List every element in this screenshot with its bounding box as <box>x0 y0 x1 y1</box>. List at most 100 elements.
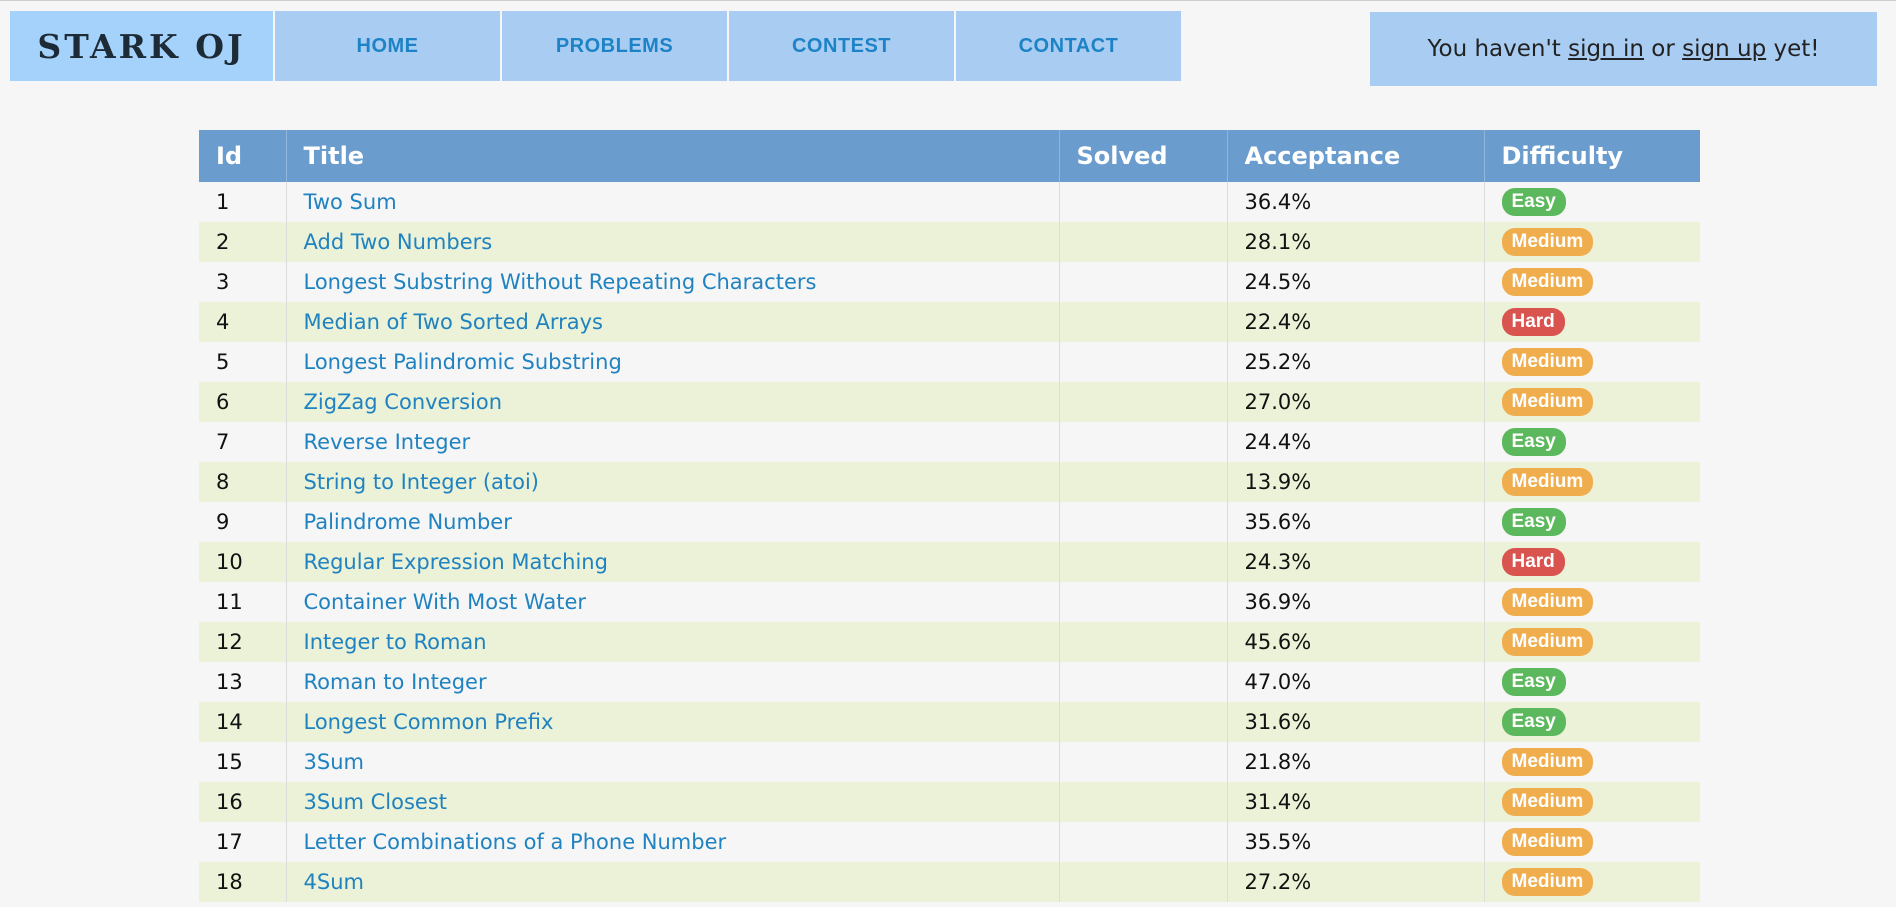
problem-title-link[interactable]: Container With Most Water <box>303 590 587 614</box>
table-row[interactable]: 7 Reverse Integer 24.4% Easy <box>199 422 1700 462</box>
problem-title-link[interactable]: ZigZag Conversion <box>303 390 503 414</box>
problem-id: 11 <box>199 582 286 622</box>
table-row[interactable]: 12 Integer to Roman 45.6% Medium <box>199 622 1700 662</box>
header-title[interactable]: Title <box>285 130 1059 182</box>
problem-title-cell: Add Two Numbers <box>285 222 1059 262</box>
problem-title-link[interactable]: Palindrome Number <box>303 510 512 534</box>
table-row[interactable]: 5 Longest Palindromic Substring 25.2% Mediu… <box>199 342 1700 382</box>
problem-title-cell: Regular Expression Matching <box>285 542 1059 582</box>
site-logo[interactable]: STARK OJ <box>10 11 273 81</box>
problem-solved <box>1058 582 1227 622</box>
table-row[interactable]: 15 3Sum 21.8% Medium <box>199 742 1700 782</box>
problem-title-cell: 4Sum <box>285 862 1059 902</box>
problem-id: 6 <box>199 382 286 422</box>
problem-title-link[interactable]: Median of Two Sorted Arrays <box>303 310 604 334</box>
table-row[interactable]: 18 4Sum 27.2% Medium <box>199 862 1700 902</box>
problem-acceptance: 35.5% <box>1226 822 1484 862</box>
problem-title-link[interactable]: String to Integer (atoi) <box>303 470 540 494</box>
table-row[interactable]: 17 Letter Combinations of a Phone Number 3… <box>199 822 1700 862</box>
problem-title-link[interactable]: Longest Substring Without Repeating Char… <box>303 270 817 294</box>
problem-title-link[interactable]: Reverse Integer <box>303 430 471 454</box>
problem-title-link[interactable]: Integer to Roman <box>303 630 487 654</box>
user-status-box: You haven't sign in or sign up yet! <box>1370 12 1877 86</box>
difficulty-badge: Medium <box>1501 348 1594 376</box>
problem-title-link[interactable]: 3Sum <box>303 750 364 774</box>
difficulty-badge: Medium <box>1501 588 1594 616</box>
user-status-middle: or <box>1643 36 1683 62</box>
problem-acceptance: 36.9% <box>1226 582 1484 622</box>
problem-difficulty-cell: Medium <box>1483 462 1700 502</box>
nav-home[interactable]: HOME <box>275 11 500 81</box>
problem-solved <box>1058 662 1227 702</box>
problem-acceptance: 31.6% <box>1226 702 1484 742</box>
problem-id: 17 <box>199 822 286 862</box>
problem-id: 7 <box>199 422 286 462</box>
problem-acceptance: 35.6% <box>1226 502 1484 542</box>
table-row[interactable]: 13 Roman to Integer 47.0% Easy <box>199 662 1700 702</box>
problem-acceptance: 25.2% <box>1226 342 1484 382</box>
problem-id: 12 <box>199 622 286 662</box>
difficulty-badge: Medium <box>1501 468 1594 496</box>
problem-title-link[interactable]: Longest Palindromic Substring <box>303 350 622 374</box>
table-row[interactable]: 9 Palindrome Number 35.6% Easy <box>199 502 1700 542</box>
header-id[interactable]: Id <box>199 130 286 182</box>
difficulty-badge: Medium <box>1501 828 1594 856</box>
nav-contest[interactable]: CONTEST <box>729 11 954 81</box>
table-row[interactable]: 16 3Sum Closest 31.4% Medium <box>199 782 1700 822</box>
table-row[interactable]: 1 Two Sum 36.4% Easy <box>199 182 1700 222</box>
problem-title-cell: String to Integer (atoi) <box>285 462 1059 502</box>
difficulty-badge: Easy <box>1501 668 1566 696</box>
table-row[interactable]: 8 String to Integer (atoi) 13.9% Medium <box>199 462 1700 502</box>
problem-solved <box>1058 462 1227 502</box>
table-row[interactable]: 2 Add Two Numbers 28.1% Medium <box>199 222 1700 262</box>
sign-up-link[interactable]: sign up <box>1682 36 1767 62</box>
problem-id: 3 <box>199 262 286 302</box>
table-row[interactable]: 6 ZigZag Conversion 27.0% Medium <box>199 382 1700 422</box>
problems-table-body: 1 Two Sum 36.4% Easy 2 Add Two Numbers 28.1% Me… <box>199 182 1700 902</box>
problem-solved <box>1058 742 1227 782</box>
problem-solved <box>1058 382 1227 422</box>
header-difficulty[interactable]: Difficulty <box>1483 130 1700 182</box>
problem-title-cell: 3Sum <box>285 742 1059 782</box>
problem-solved <box>1058 262 1227 302</box>
problem-title-link[interactable]: Regular Expression Matching <box>303 550 608 574</box>
header-acceptance[interactable]: Acceptance <box>1226 130 1484 182</box>
problem-id: 8 <box>199 462 286 502</box>
nav-contact[interactable]: CONTACT <box>956 11 1181 81</box>
problem-title-cell: ZigZag Conversion <box>285 382 1059 422</box>
problem-solved <box>1058 222 1227 262</box>
table-row[interactable]: 4 Median of Two Sorted Arrays 22.4% Hard <box>199 302 1700 342</box>
problem-title-link[interactable]: Add Two Numbers <box>303 230 493 254</box>
problem-id: 5 <box>199 342 286 382</box>
sign-in-link[interactable]: sign in <box>1568 36 1644 62</box>
problem-solved <box>1058 702 1227 742</box>
header-solved[interactable]: Solved <box>1058 130 1227 182</box>
user-status-text: You haven't sign in or sign up yet! <box>1428 36 1820 62</box>
problem-title-link[interactable]: Two Sum <box>303 190 397 214</box>
problem-acceptance: 45.6% <box>1226 622 1484 662</box>
nav-problems[interactable]: PROBLEMS <box>502 11 727 81</box>
problem-title-cell: 3Sum Closest <box>285 782 1059 822</box>
problem-title-link[interactable]: 3Sum Closest <box>303 790 448 814</box>
difficulty-badge: Medium <box>1501 628 1594 656</box>
problem-acceptance: 13.9% <box>1226 462 1484 502</box>
problem-difficulty-cell: Hard <box>1483 302 1700 342</box>
problem-title-cell: Roman to Integer <box>285 662 1059 702</box>
table-row[interactable]: 11 Container With Most Water 36.9% Medium <box>199 582 1700 622</box>
table-row[interactable]: 10 Regular Expression Matching 24.3% Hard <box>199 542 1700 582</box>
difficulty-badge: Easy <box>1501 508 1566 536</box>
problem-acceptance: 31.4% <box>1226 782 1484 822</box>
problem-difficulty-cell: Medium <box>1483 382 1700 422</box>
problem-title-link[interactable]: Roman to Integer <box>303 670 487 694</box>
problem-difficulty-cell: Easy <box>1483 702 1700 742</box>
problem-title-link[interactable]: 4Sum <box>303 870 364 894</box>
problem-title-link[interactable]: Longest Common Prefix <box>303 710 554 734</box>
table-row[interactable]: 3 Longest Substring Without Repeating Cha… <box>199 262 1700 302</box>
problem-solved <box>1058 422 1227 462</box>
problem-title-cell: Two Sum <box>285 182 1059 222</box>
problem-title-link[interactable]: Letter Combinations of a Phone Number <box>303 830 727 854</box>
table-row[interactable]: 14 Longest Common Prefix 31.6% Easy <box>199 702 1700 742</box>
problem-id: 18 <box>199 862 286 902</box>
problem-acceptance: 24.5% <box>1226 262 1484 302</box>
difficulty-badge: Medium <box>1501 868 1594 896</box>
